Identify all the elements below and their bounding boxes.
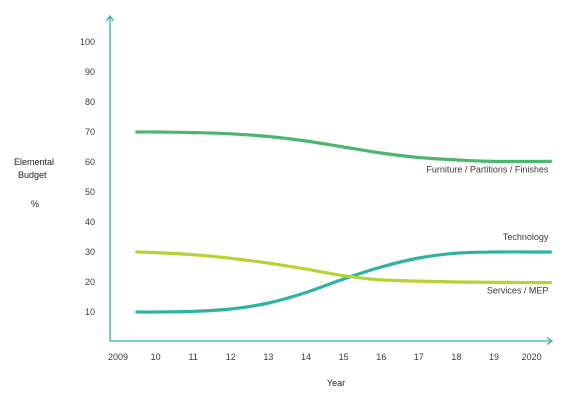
x-tick-label: 2009 xyxy=(108,352,128,362)
series-label-furniture: Furniture / Partitions / Finishes xyxy=(426,164,549,174)
y-tick-label: 30 xyxy=(85,247,95,257)
x-tick-label: 17 xyxy=(414,352,424,362)
x-tick-label: 19 xyxy=(489,352,499,362)
y-axis-arrow-icon xyxy=(105,14,115,22)
series-line-services xyxy=(135,250,552,285)
x-tick-labels: 2009 10 11 12 13 14 15 16 17 18 19 2020 xyxy=(108,352,542,362)
x-tick-label: 16 xyxy=(376,352,386,362)
y-tick-label: 10 xyxy=(85,307,95,317)
y-tick-label: 80 xyxy=(85,97,95,107)
series-label-technology: Technology xyxy=(503,232,549,242)
axes xyxy=(105,14,554,346)
x-tick-label: 11 xyxy=(189,352,198,362)
series-line-furniture xyxy=(135,130,552,164)
y-tick-label: 90 xyxy=(85,67,95,77)
series-line-technology xyxy=(135,250,552,314)
x-tick-label: 10 xyxy=(151,352,161,362)
x-tick-label: 15 xyxy=(339,352,349,362)
y-tick-label: 50 xyxy=(85,187,95,197)
y-tick-label: 70 xyxy=(85,127,95,137)
series-labels: Furniture / Partitions / Finishes Technol… xyxy=(426,164,549,295)
x-axis-title: Year xyxy=(327,378,345,388)
x-tick-label: 12 xyxy=(226,352,236,362)
x-tick-label: 18 xyxy=(451,352,461,362)
y-tick-labels: 10 20 30 40 50 60 70 80 90 100 xyxy=(80,37,95,317)
x-tick-label: 2020 xyxy=(522,352,542,362)
y-tick-label: 40 xyxy=(85,217,95,227)
x-tick-label: 14 xyxy=(301,352,311,362)
series-label-services: Services / MEP xyxy=(487,286,549,296)
x-tick-label: 13 xyxy=(263,352,273,362)
series-lines xyxy=(135,130,552,314)
y-tick-label: 20 xyxy=(85,277,95,287)
y-tick-label: 100 xyxy=(80,37,95,47)
y-tick-label: 60 xyxy=(85,157,95,167)
y-axis-title-line-1: Elemental xyxy=(14,157,54,167)
x-axis-arrow-icon xyxy=(546,336,554,346)
y-axis-title-line-2: Budget xyxy=(18,170,47,180)
y-axis-title-line-3: % xyxy=(31,199,39,209)
